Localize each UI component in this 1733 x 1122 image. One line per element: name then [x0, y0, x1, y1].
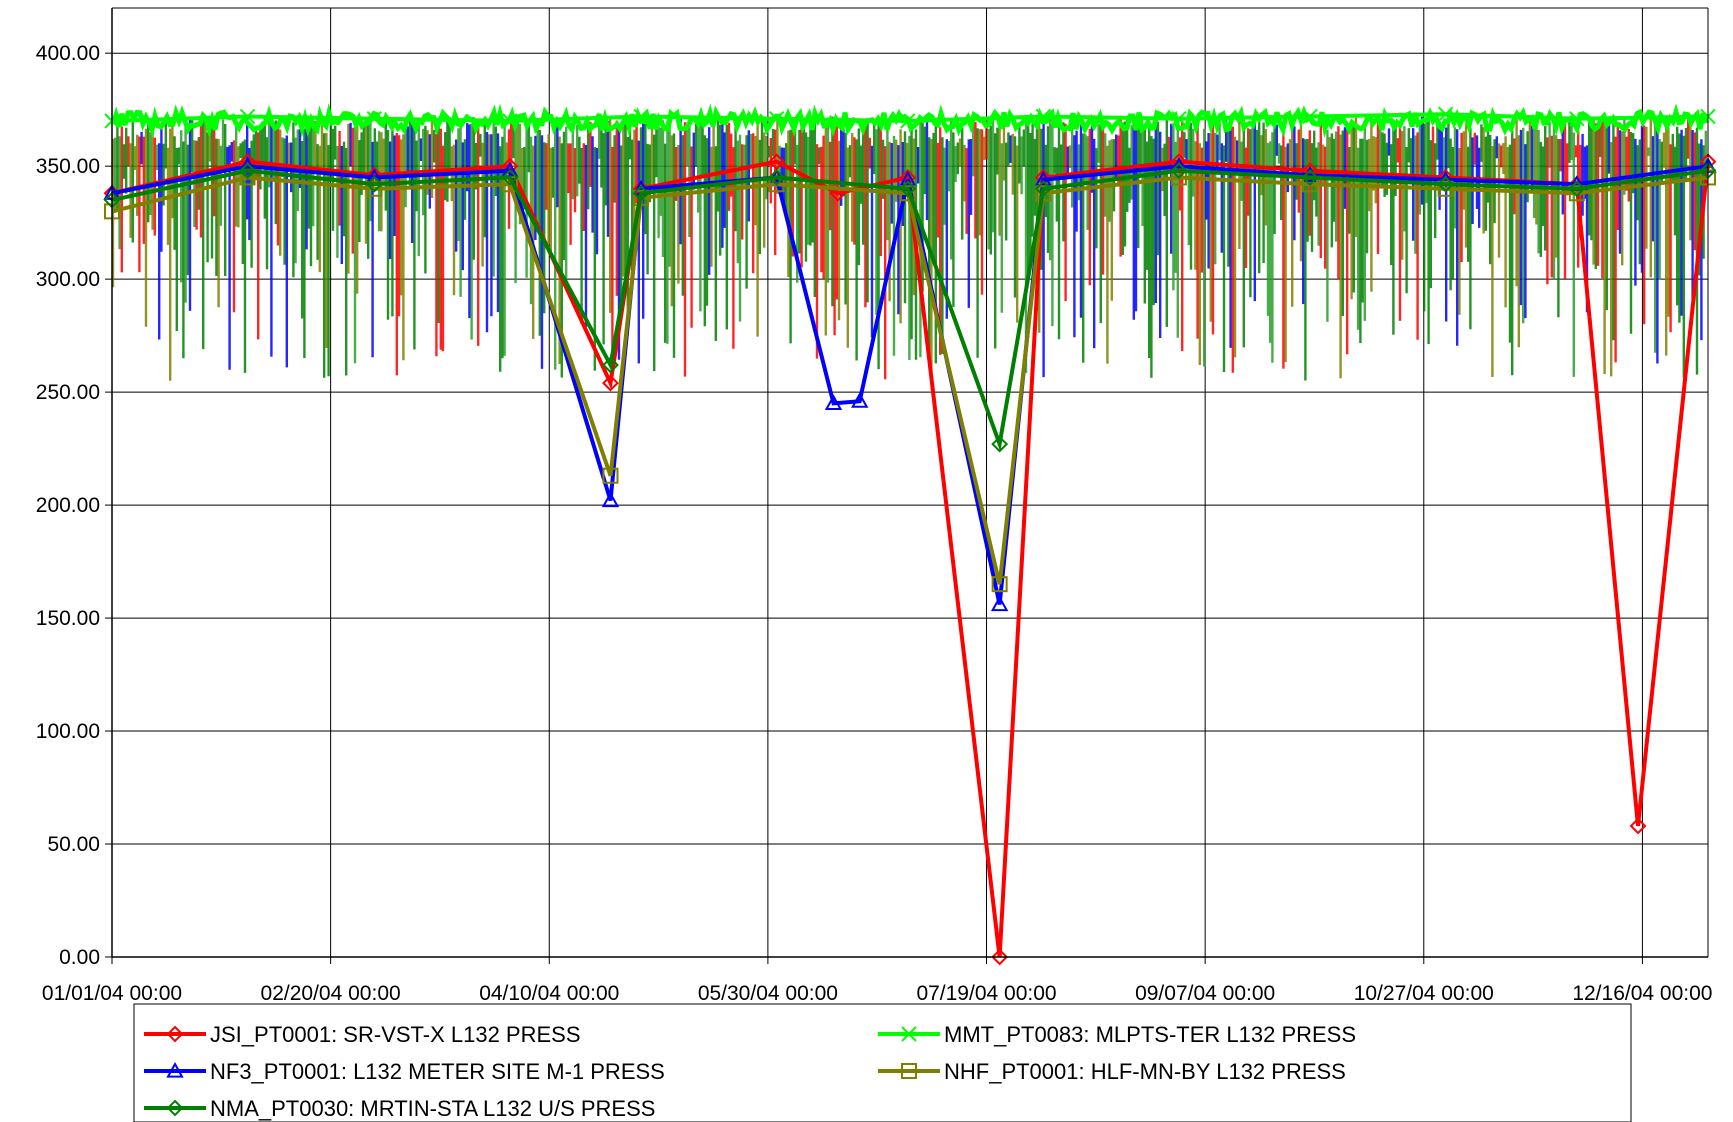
- legend-item: MMT_PT0083: MLPTS-TER L132 PRESS: [878, 1022, 1356, 1047]
- x-tick-label: 02/20/04 00:00: [261, 982, 401, 1005]
- data-point: [1170, 162, 1188, 180]
- data-point: [633, 189, 650, 206]
- data-point: [501, 169, 519, 186]
- legend: JSI_PT0001: SR-VST-X L132 PRESS MMT_PT008…: [133, 1003, 1632, 1122]
- data-point: [899, 180, 917, 198]
- data-point: [1569, 111, 1585, 127]
- legend-item: NMA_PT0030: MRTIN-STA L132 U/S PRESS: [144, 1096, 655, 1121]
- series-line: [111, 168, 1709, 452]
- data-point: [1301, 169, 1319, 186]
- legend-label: NHF_PT0001: HLF-MN-BY L132 PRESS: [944, 1059, 1346, 1084]
- legend-swatch-marker: [901, 1026, 917, 1042]
- legend-label: MMT_PT0083: MLPTS-TER L132 PRESS: [944, 1022, 1356, 1047]
- data-point: [1034, 180, 1052, 198]
- series-line: [111, 164, 1709, 605]
- data-point: [1171, 111, 1187, 127]
- x-tick-label: 12/16/04 00:00: [1572, 982, 1712, 1005]
- y-tick-label: 250.00: [36, 381, 100, 404]
- x-tick-label: 09/07/04 00:00: [1135, 982, 1275, 1005]
- data-point: [991, 576, 1008, 593]
- data-point: [1568, 180, 1586, 198]
- data-point: [633, 108, 649, 125]
- y-tick-label: 350.00: [36, 155, 100, 178]
- data-point: [1437, 106, 1454, 122]
- data-point: [601, 491, 620, 508]
- data-point: [851, 392, 869, 408]
- data-point: [632, 184, 650, 202]
- data-point: [1437, 175, 1455, 193]
- x-tick-label: 01/01/04 00:00: [42, 982, 182, 1005]
- x-tick-label: 05/30/04 00:00: [698, 982, 838, 1005]
- legend-item: JSI_PT0001: SR-VST-X L132 PRESS: [144, 1022, 581, 1047]
- legend-label: NF3_PT0001: L132 METER SITE M-1 PRESS: [210, 1059, 665, 1084]
- x-tick-labels: 01/01/04 00:00 02/20/04 00:00 04/10/04 00:…: [42, 982, 1713, 1005]
- data-point: [602, 356, 619, 374]
- series-bands: [110, 102, 1709, 381]
- data-point: [365, 175, 383, 193]
- data-point: [602, 374, 619, 392]
- axes: [105, 7, 1709, 964]
- legend-item: NHF_PT0001: HLF-MN-BY L132 PRESS: [878, 1059, 1346, 1084]
- y-tick-label: 200.00: [36, 494, 100, 517]
- x-tick-label: 07/19/04 00:00: [916, 982, 1056, 1005]
- y-tick-labels: 0.00 50.00 100.00 150.00 200.00 250.00 300.00 3…: [36, 42, 100, 969]
- data-point: [768, 169, 786, 186]
- data-point: [991, 435, 1009, 453]
- data-point: [824, 394, 843, 411]
- data-point: [1170, 153, 1188, 171]
- legend-swatch-marker: [166, 1025, 184, 1043]
- data-point: [829, 184, 847, 202]
- data-point: [239, 153, 256, 171]
- data-point: [1568, 185, 1585, 202]
- data-point: [990, 595, 1009, 612]
- data-point: [239, 162, 256, 180]
- data-point: [991, 948, 1009, 966]
- series-lines: [103, 106, 1717, 966]
- legend-swatch-marker: [901, 1063, 917, 1079]
- x-tick-label: 04/10/04 00:00: [479, 982, 619, 1005]
- y-tick-label: 150.00: [36, 607, 100, 630]
- y-tick-label: 50.00: [47, 833, 100, 856]
- y-tick-label: 400.00: [36, 42, 100, 65]
- data-point: [1437, 180, 1454, 197]
- data-point: [899, 185, 916, 202]
- data-point: [239, 108, 256, 125]
- legend-swatch-marker: [166, 1099, 184, 1117]
- data-point: [1035, 108, 1052, 125]
- y-tick-label: 100.00: [36, 720, 100, 743]
- data-point: [1302, 108, 1318, 125]
- data-point: [366, 111, 383, 127]
- x-tick-label: 10/27/04 00:00: [1354, 982, 1494, 1005]
- data-point: [768, 111, 785, 127]
- data-point: [1629, 817, 1647, 835]
- data-point: [366, 180, 383, 197]
- y-tick-label: 300.00: [36, 268, 100, 291]
- data-point: [602, 467, 619, 484]
- legend-label: JSI_PT0001: SR-VST-X L132 PRESS: [210, 1022, 581, 1047]
- data-point: [900, 113, 916, 129]
- series-4: [103, 162, 1717, 453]
- legend-box: [133, 1003, 1632, 1122]
- legend-item: NF3_PT0001: L132 METER SITE M-1 PRESS: [144, 1059, 665, 1084]
- y-tick-label: 0.00: [59, 946, 100, 969]
- legend-label: NMA_PT0030: MRTIN-STA L132 U/S PRESS: [210, 1096, 655, 1121]
- data-point: [502, 113, 518, 129]
- legend-swatch-marker: [166, 1061, 184, 1078]
